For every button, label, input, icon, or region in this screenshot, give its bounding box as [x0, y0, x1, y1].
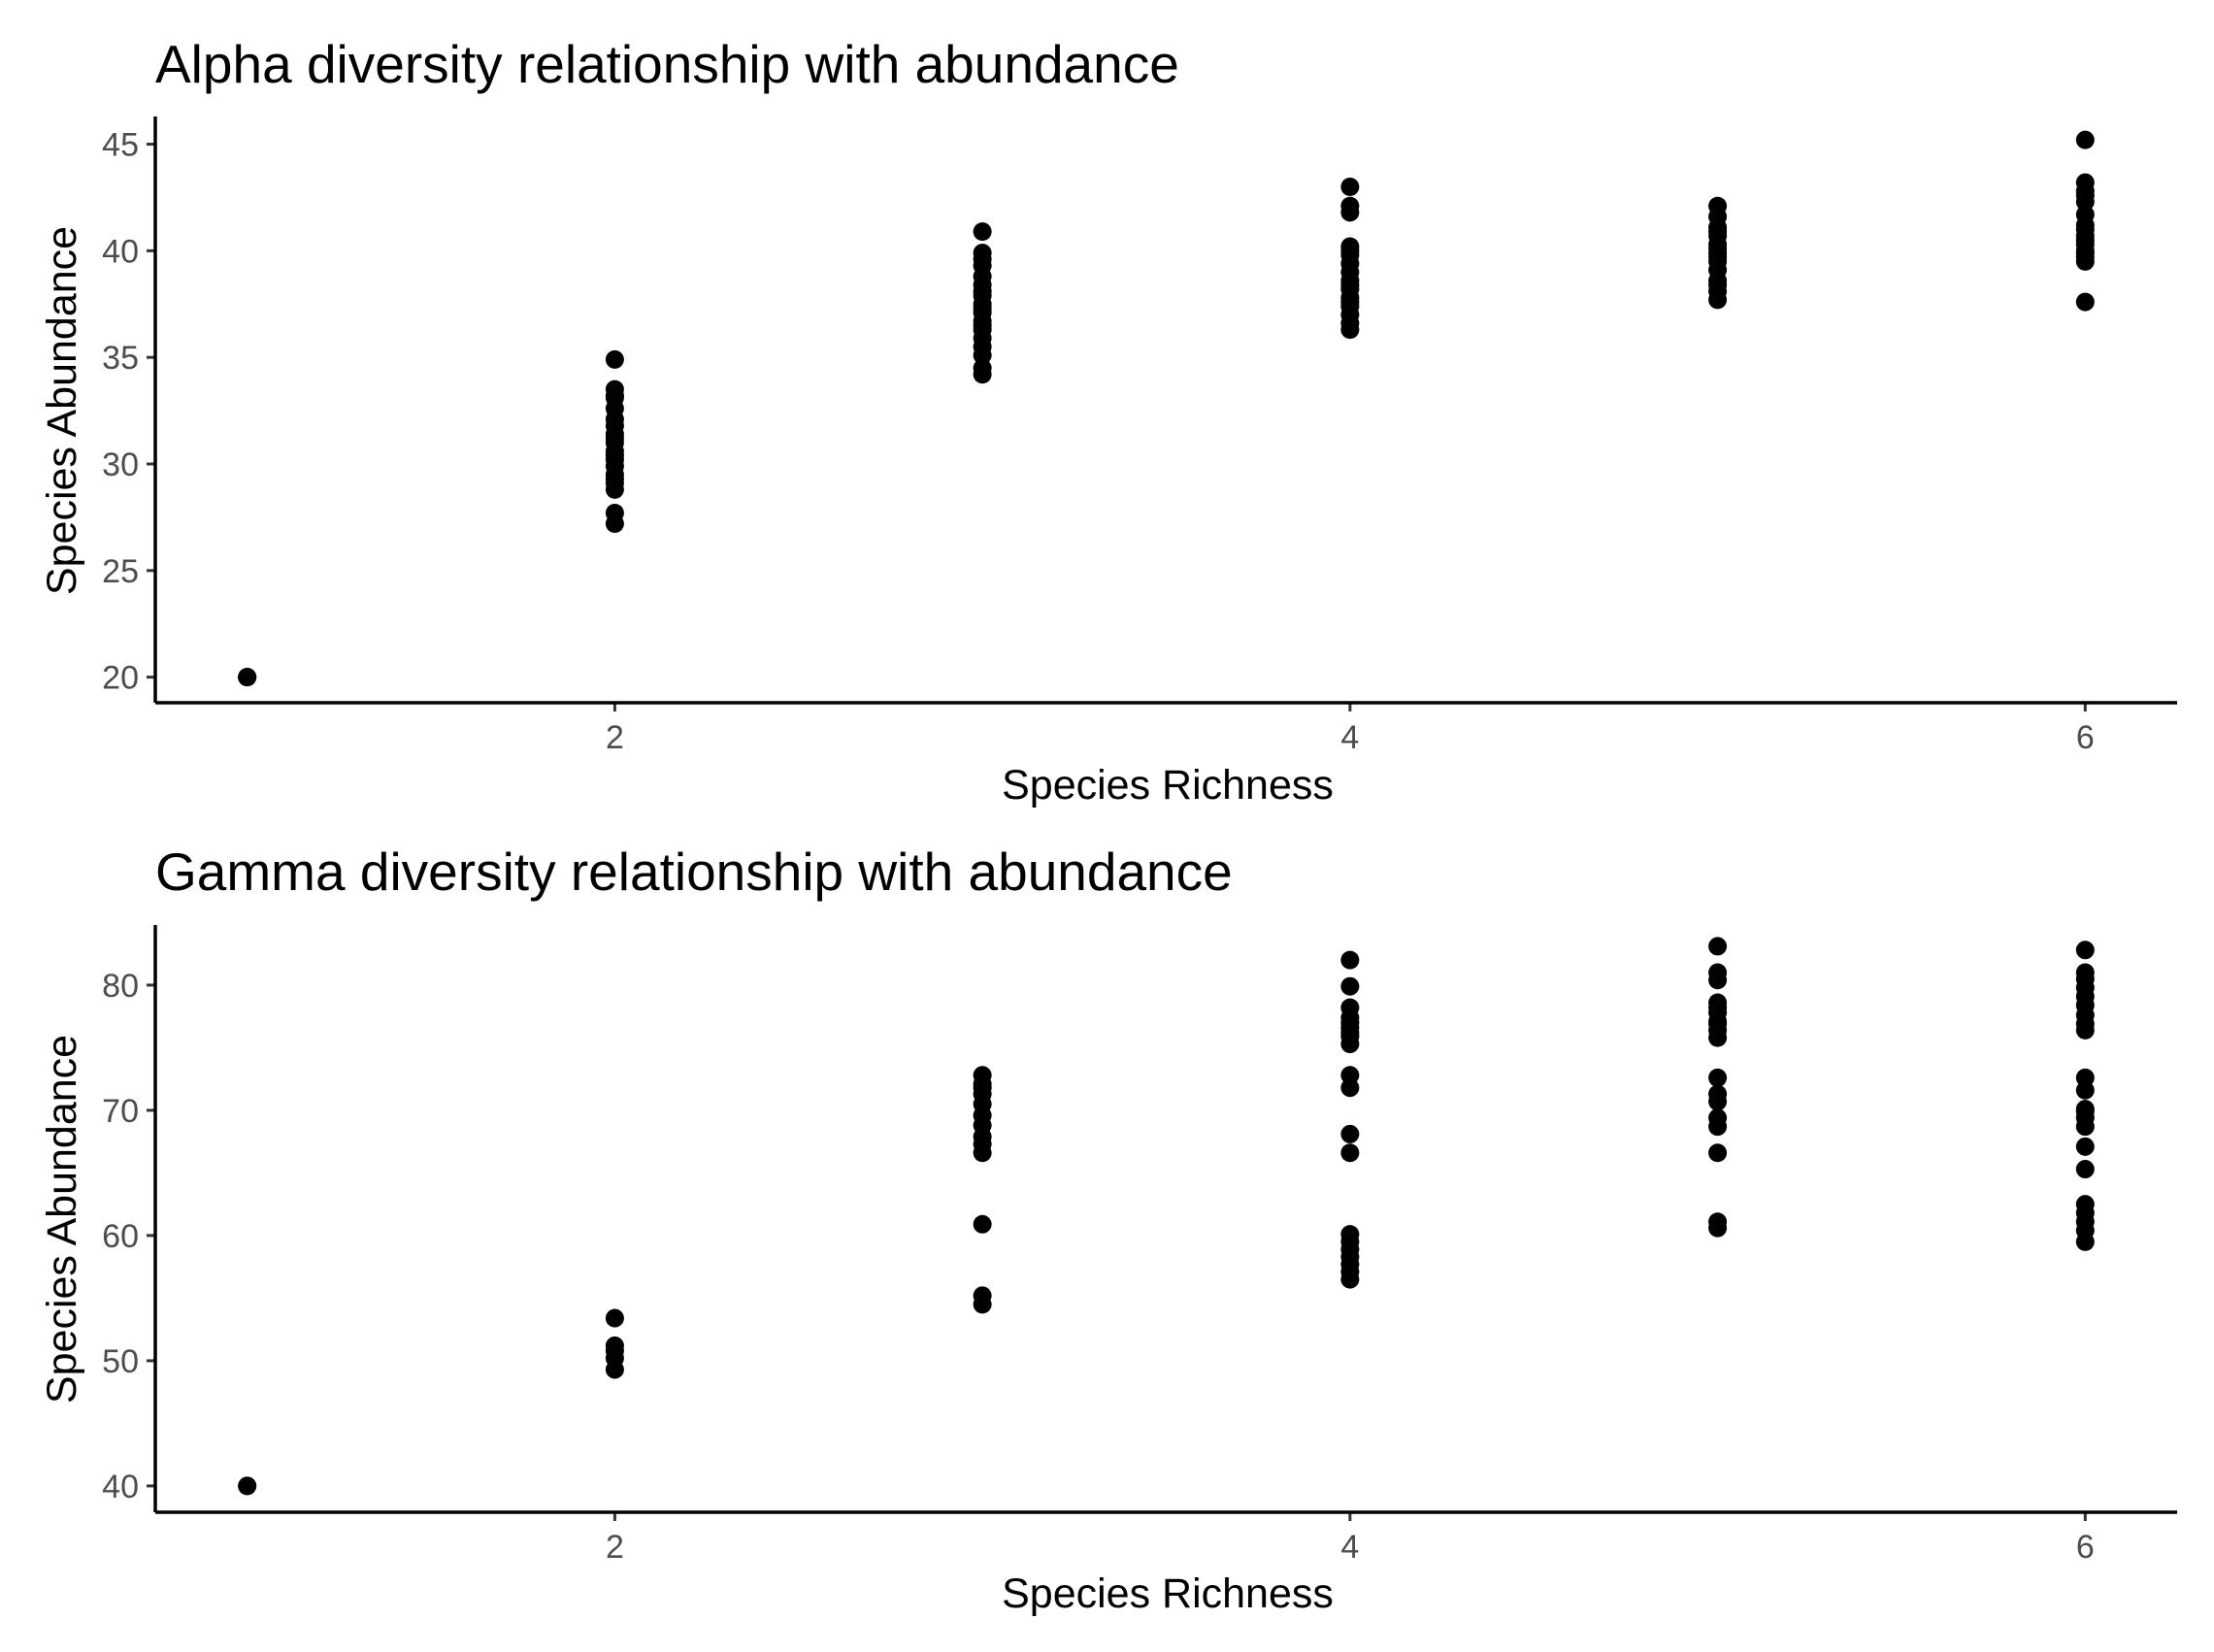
- alpha-data-point: [2075, 130, 2095, 149]
- alpha-data-point: [2075, 248, 2095, 267]
- gamma-data-point: [1340, 1124, 1360, 1143]
- alpha-data-point: [605, 446, 624, 465]
- alpha-data-point: [605, 514, 624, 534]
- alpha-data-point: [605, 469, 624, 488]
- gamma-data-point: [1708, 1143, 1728, 1163]
- gamma-data-point: [1340, 1023, 1360, 1042]
- alpha-ticks: 20 25 30 35 40 45 2 4 6: [102, 127, 2095, 756]
- alpha-data-point: [973, 365, 992, 384]
- gamma-data-point: [605, 1308, 624, 1328]
- alpha-panel: Alpha diversity relationship with abunda…: [39, 34, 2177, 809]
- gamma-data-point: [2075, 1137, 2095, 1156]
- gamma-data-point: [1708, 1028, 1728, 1047]
- gamma-data-point: [2075, 1117, 2095, 1137]
- gamma-data-point: [1708, 937, 1728, 956]
- alpha-data-point: [973, 299, 992, 318]
- gamma-ticks: 40 50 60 70 80 2 4 6: [102, 968, 2095, 1566]
- alpha-data-point: [1340, 241, 1360, 260]
- gamma-data-point: [2075, 1102, 2095, 1121]
- gamma-data-point: [1708, 998, 1728, 1017]
- alpha-data-point: [973, 222, 992, 242]
- alpha-data-point: [1708, 276, 1728, 295]
- alpha-data-point: [973, 315, 992, 335]
- alpha-y-axis-label: Species Abundance: [39, 226, 85, 595]
- gamma-chart-title: Gamma diversity relationship with abunda…: [155, 842, 1233, 902]
- gamma-data-point: [1340, 976, 1360, 996]
- gamma-panel: Gamma diversity relationship with abunda…: [39, 842, 2177, 1617]
- alpha-data-point: [2075, 185, 2095, 205]
- alpha-data-point: [2075, 292, 2095, 312]
- alpha-data-point: [238, 668, 257, 687]
- gamma-data-point: [973, 1214, 992, 1234]
- alpha-y-tick-label: 30: [102, 446, 139, 483]
- gamma-x-tick-label: 4: [1340, 1529, 1359, 1566]
- gamma-data-point: [1708, 1218, 1728, 1238]
- gamma-data-point: [1708, 1117, 1728, 1137]
- alpha-data-point: [1340, 203, 1360, 222]
- gamma-y-tick-label: 70: [102, 1093, 139, 1130]
- alpha-data-point: [973, 249, 992, 269]
- alpha-x-tick-label: 2: [606, 719, 624, 756]
- alpha-y-tick-label: 35: [102, 340, 139, 377]
- alpha-data-point: [1708, 222, 1728, 242]
- gamma-x-tick-label: 2: [606, 1529, 624, 1566]
- gamma-data-point: [1340, 1270, 1360, 1289]
- gamma-data-point: [238, 1476, 257, 1496]
- gamma-y-tick-label: 60: [102, 1218, 139, 1255]
- gamma-data-point: [2075, 996, 2095, 1015]
- alpha-y-tick-label: 20: [102, 660, 139, 697]
- alpha-data-point: [973, 337, 992, 356]
- alpha-y-tick-label: 40: [102, 233, 139, 270]
- alpha-data-point: [1340, 177, 1360, 196]
- gamma-data-point: [1708, 1014, 1728, 1034]
- gamma-data-point: [2075, 1232, 2095, 1251]
- gamma-data-point: [1708, 971, 1728, 990]
- alpha-x-axis-label: Species Richness: [1002, 762, 1334, 809]
- gamma-y-axis-label: Species Abundance: [39, 1035, 85, 1404]
- alpha-axes: [153, 116, 2177, 705]
- gamma-points: [238, 937, 2095, 1496]
- alpha-x-tick-label: 6: [2076, 719, 2095, 756]
- gamma-data-point: [1340, 1078, 1360, 1098]
- gamma-data-point: [2075, 1080, 2095, 1100]
- alpha-data-point: [605, 429, 624, 448]
- gamma-x-axis-label: Species Richness: [1002, 1570, 1334, 1617]
- gamma-data-point: [1708, 1092, 1728, 1111]
- gamma-y-tick-label: 40: [102, 1469, 139, 1505]
- alpha-data-point: [605, 386, 624, 406]
- gamma-data-point: [1708, 1068, 1728, 1087]
- alpha-x-tick-label: 4: [1340, 719, 1359, 756]
- gamma-data-point: [2075, 1160, 2095, 1179]
- alpha-data-point: [1708, 290, 1728, 310]
- alpha-y-tick-label: 25: [102, 553, 139, 590]
- gamma-data-point: [1340, 1143, 1360, 1163]
- alpha-chart-title: Alpha diversity relationship with abunda…: [155, 34, 1179, 94]
- gamma-data-point: [973, 1295, 992, 1314]
- gamma-y-tick-label: 50: [102, 1343, 139, 1380]
- alpha-data-point: [1340, 320, 1360, 340]
- alpha-data-point: [1708, 248, 1728, 267]
- gamma-data-point: [605, 1348, 624, 1368]
- gamma-x-tick-label: 6: [2076, 1529, 2095, 1566]
- gamma-data-point: [973, 1078, 992, 1098]
- gamma-data-point: [1340, 950, 1360, 970]
- alpha-y-tick-label: 45: [102, 127, 139, 164]
- alpha-points: [238, 130, 2095, 687]
- alpha-data-point: [605, 349, 624, 369]
- gamma-data-point: [2075, 941, 2095, 960]
- gamma-y-tick-label: 80: [102, 968, 139, 1005]
- alpha-data-point: [1340, 276, 1360, 295]
- alpha-data-point: [1340, 292, 1360, 312]
- gamma-data-point: [2075, 1020, 2095, 1040]
- gamma-axes: [153, 925, 2177, 1514]
- gamma-data-point: [973, 1143, 992, 1163]
- alpha-data-point: [973, 281, 992, 301]
